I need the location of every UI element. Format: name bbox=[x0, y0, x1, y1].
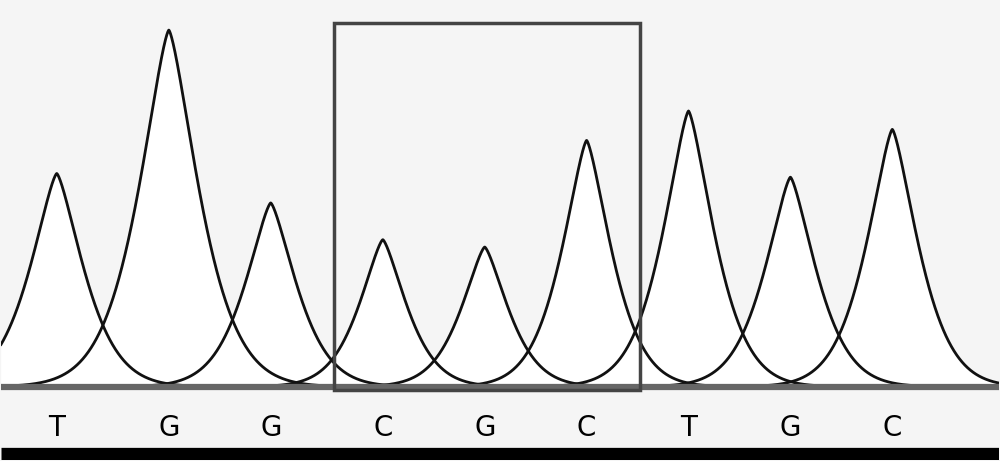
Bar bbox=[334, 23, 640, 390]
Text: G: G bbox=[158, 414, 180, 443]
Text: G: G bbox=[780, 414, 801, 443]
Text: C: C bbox=[373, 414, 393, 443]
Text: G: G bbox=[260, 414, 281, 443]
Text: C: C bbox=[577, 414, 596, 443]
Text: C: C bbox=[883, 414, 902, 443]
Text: T: T bbox=[680, 414, 697, 443]
Text: T: T bbox=[48, 414, 65, 443]
Text: G: G bbox=[474, 414, 495, 443]
